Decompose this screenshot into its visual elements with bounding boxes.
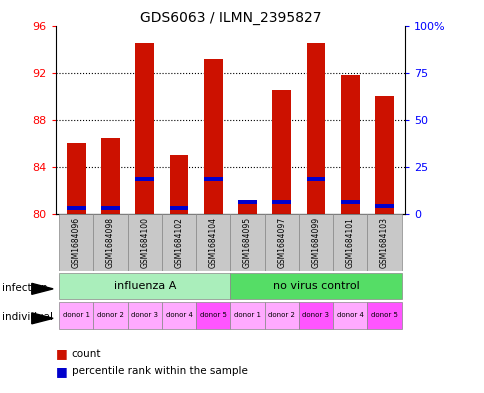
Polygon shape [32,283,53,294]
Bar [135,177,154,181]
Bar [264,302,298,329]
Title: GDS6063 / ILMN_2395827: GDS6063 / ILMN_2395827 [139,11,320,24]
Text: ■: ■ [56,347,71,360]
Bar [127,214,162,271]
Bar [272,90,290,214]
Text: GSM1684101: GSM1684101 [345,217,354,268]
Bar [238,200,257,214]
Bar [230,214,264,271]
Text: GSM1684099: GSM1684099 [311,217,320,268]
Text: donor 2: donor 2 [97,312,124,318]
Bar [135,43,154,214]
Text: donor 3: donor 3 [302,312,329,318]
Text: GSM1684100: GSM1684100 [140,217,149,268]
Text: GSM1684103: GSM1684103 [379,217,388,268]
Bar [366,214,401,271]
Bar [340,75,359,214]
Bar [230,302,264,329]
Bar [306,177,325,181]
Bar [238,200,257,204]
Bar [169,206,188,210]
Text: GSM1684095: GSM1684095 [242,217,252,268]
Bar [298,214,333,271]
Text: donor 5: donor 5 [370,312,397,318]
Text: donor 2: donor 2 [268,312,295,318]
Bar [162,214,196,271]
Text: GSM1684104: GSM1684104 [208,217,217,268]
Text: GSM1684102: GSM1684102 [174,217,183,268]
Bar [374,96,393,214]
Bar [230,273,401,299]
Text: count: count [72,349,101,359]
Bar [203,177,222,181]
Bar [93,214,127,271]
Bar [67,206,86,210]
Bar [203,59,222,214]
Bar [93,302,127,329]
Bar [272,200,290,204]
Text: donor 3: donor 3 [131,312,158,318]
Bar [374,204,393,208]
Text: ■: ■ [56,365,71,378]
Text: donor 1: donor 1 [63,312,90,318]
Bar [340,200,359,204]
Text: infection: infection [2,283,48,293]
Text: influenza A: influenza A [113,281,176,291]
Bar [59,273,230,299]
Bar [127,302,162,329]
Bar [298,302,333,329]
Bar [169,155,188,214]
Text: donor 5: donor 5 [199,312,226,318]
Bar [366,302,401,329]
Bar [333,214,366,271]
Bar [101,138,120,214]
Text: GSM1684096: GSM1684096 [72,217,81,268]
Text: GSM1684097: GSM1684097 [277,217,286,268]
Text: individual: individual [2,312,53,322]
Bar [306,43,325,214]
Bar [162,302,196,329]
Text: donor 1: donor 1 [233,312,260,318]
Text: percentile rank within the sample: percentile rank within the sample [72,366,247,376]
Text: donor 4: donor 4 [336,312,363,318]
Polygon shape [32,313,53,324]
Bar [196,214,230,271]
Bar [333,302,366,329]
Bar [196,302,230,329]
Text: no virus control: no virus control [272,281,359,291]
Text: donor 4: donor 4 [165,312,192,318]
Bar [264,214,298,271]
Text: GSM1684098: GSM1684098 [106,217,115,268]
Bar [59,214,93,271]
Bar [67,143,86,214]
Bar [101,206,120,210]
Bar [59,302,93,329]
